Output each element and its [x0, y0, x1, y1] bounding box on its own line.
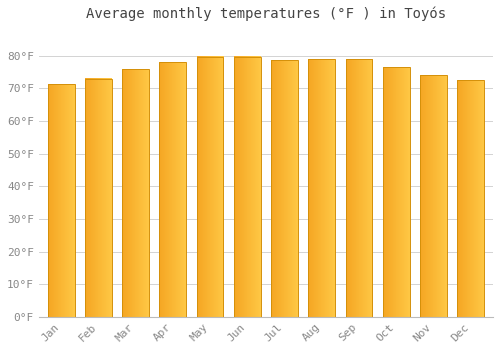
Bar: [122, 69, 149, 317]
Bar: [85, 78, 112, 317]
Bar: [160, 62, 186, 317]
Bar: [420, 75, 447, 317]
Bar: [271, 60, 298, 317]
Bar: [383, 67, 409, 317]
Bar: [196, 57, 224, 317]
Bar: [458, 80, 484, 317]
Bar: [346, 59, 372, 317]
Bar: [234, 57, 260, 317]
Title: Average monthly temperatures (°F ) in Toyós: Average monthly temperatures (°F ) in To…: [86, 7, 446, 21]
Bar: [48, 84, 74, 317]
Bar: [308, 59, 335, 317]
